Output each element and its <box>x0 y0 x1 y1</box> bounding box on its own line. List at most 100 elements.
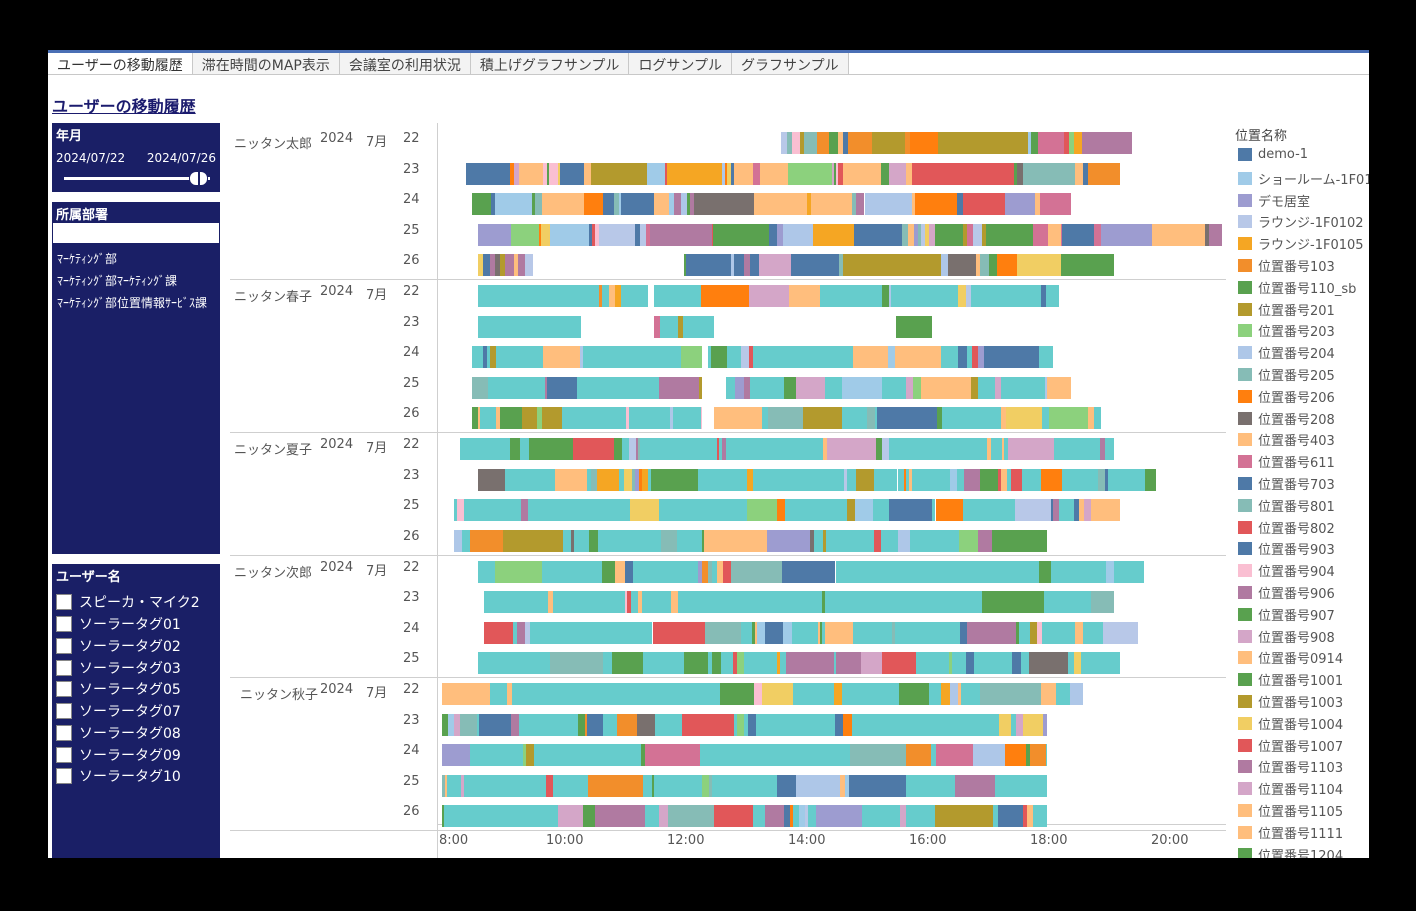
gantt-segment <box>562 591 570 613</box>
legend-item[interactable]: 位置番号908 <box>1238 627 1335 646</box>
gantt-segment <box>672 407 678 429</box>
date-slider-handle[interactable] <box>189 171 208 186</box>
tab-stacked-graph[interactable]: 積上げグラフサンプル <box>470 53 630 74</box>
legend-item[interactable]: 位置番号403 <box>1238 430 1335 449</box>
gantt-segment <box>668 805 715 827</box>
gantt-segment <box>939 683 942 705</box>
legend-item[interactable]: 位置番号203 <box>1238 321 1335 340</box>
gantt-segment <box>807 193 811 215</box>
checkbox[interactable] <box>56 660 72 676</box>
legend-item[interactable]: 位置番号0914 <box>1238 648 1343 667</box>
gantt-segment <box>615 560 621 583</box>
dept-item[interactable]: ﾏｰｹﾃｨﾝｸﾞ部 <box>57 252 118 266</box>
legend-item[interactable]: 位置番号1111 <box>1238 823 1343 842</box>
legend-item[interactable]: 位置番号907 <box>1238 605 1335 624</box>
gantt-segment <box>595 223 599 246</box>
user-label: ソーラータグ01 <box>79 617 181 633</box>
legend-item[interactable]: 位置番号802 <box>1238 518 1335 537</box>
dept-search-input[interactable] <box>53 223 219 243</box>
legend-item[interactable]: 位置番号703 <box>1238 474 1335 493</box>
legend-item[interactable]: 位置番号1105 <box>1238 801 1343 820</box>
legend-item[interactable]: 位置番号1003 <box>1238 692 1343 711</box>
legend-item[interactable]: 位置番号1204 <box>1238 845 1343 858</box>
user-checkbox-row[interactable]: ソーラータグ05 <box>56 679 181 699</box>
checkbox[interactable] <box>56 638 72 654</box>
legend-item[interactable]: 位置番号208 <box>1238 409 1335 428</box>
legend-item[interactable]: 位置番号204 <box>1238 343 1335 362</box>
gantt-segment <box>941 254 948 276</box>
user-checkbox-row[interactable]: ソーラータグ09 <box>56 745 181 765</box>
gantt-segment <box>684 254 686 276</box>
legend-swatch <box>1238 433 1252 447</box>
gantt-segment <box>1044 376 1047 399</box>
legend-item[interactable]: 位置番号110_sb <box>1238 278 1356 297</box>
legend-item[interactable]: demo-1 <box>1238 147 1308 162</box>
legend-item[interactable]: ラウンジ-1F0105 <box>1238 234 1364 253</box>
legend-label: 位置番号802 <box>1258 521 1335 537</box>
tab-stay-map[interactable]: 滞在時間のMAP表示 <box>192 53 340 74</box>
legend-item[interactable]: 位置番号906 <box>1238 583 1335 602</box>
legend-item[interactable]: 位置番号611 <box>1238 452 1335 471</box>
tab-log-sample[interactable]: ログサンプル <box>629 53 733 74</box>
gantt-segment <box>765 805 785 827</box>
legend-swatch <box>1238 237 1252 251</box>
gantt-segment <box>633 560 638 583</box>
gantt-segment <box>1007 774 1015 797</box>
tab-meeting-room[interactable]: 会議室の利用状況 <box>339 53 471 74</box>
legend-item[interactable]: 位置番号1004 <box>1238 714 1343 733</box>
legend-item[interactable]: 位置番号801 <box>1238 496 1335 515</box>
date-range-slider[interactable] <box>64 177 210 180</box>
gantt-segment <box>913 713 976 736</box>
legend-item[interactable]: 位置番号904 <box>1238 561 1335 580</box>
legend-item[interactable]: 位置番号903 <box>1238 539 1335 558</box>
checkbox[interactable] <box>56 747 72 763</box>
checkbox[interactable] <box>56 594 72 610</box>
legend-item[interactable]: 位置番号103 <box>1238 256 1335 275</box>
gantt-segment <box>833 652 836 674</box>
legend-label: ラウンジ-1F0102 <box>1258 216 1364 232</box>
legend-item[interactable]: ショールーム-1F010 <box>1238 169 1369 188</box>
gantt-segment <box>873 529 882 552</box>
gantt-segment <box>754 621 757 644</box>
gantt-segment <box>639 223 647 246</box>
legend-item[interactable]: 位置番号201 <box>1238 300 1335 319</box>
dept-item[interactable]: ﾏｰｹﾃｨﾝｸﾞ部位置情報ｻｰﾋﾞｽ課 <box>57 296 208 310</box>
checkbox[interactable] <box>56 725 72 741</box>
user-checkbox-row[interactable]: スピーカ・マイク2 <box>56 592 200 612</box>
dept-item[interactable]: ﾏｰｹﾃｨﾝｸﾞ部ﾏｰｹﾃｨﾝｸﾞ課 <box>57 274 178 288</box>
legend-item[interactable]: ラウンジ-1F0102 <box>1238 212 1364 231</box>
legend-item[interactable]: デモ居室 <box>1238 191 1310 210</box>
checkbox[interactable] <box>56 616 72 632</box>
gantt-segment <box>526 438 529 460</box>
legend-item[interactable]: 位置番号1103 <box>1238 757 1343 776</box>
user-checkbox-row[interactable]: ソーラータグ01 <box>56 614 181 634</box>
tab-user-history[interactable]: ユーザーの移動履歴 <box>48 53 193 74</box>
user-checkbox-row[interactable]: ソーラータグ10 <box>56 766 181 786</box>
gantt-segment <box>538 774 545 797</box>
gantt-segment <box>786 132 792 154</box>
row-day: 22 <box>403 131 420 146</box>
user-checkbox-row[interactable]: ソーラータグ03 <box>56 658 181 678</box>
gantt-segment <box>631 468 635 491</box>
user-checkbox-row[interactable]: ソーラータグ07 <box>56 701 181 721</box>
gantt-segment <box>756 621 765 644</box>
legend-item[interactable]: 位置番号206 <box>1238 387 1335 406</box>
gantt-segment <box>654 774 703 797</box>
gantt-segment <box>1075 621 1083 644</box>
gantt-segment <box>634 223 640 246</box>
gantt-segment <box>935 744 974 766</box>
legend-item[interactable]: 位置番号1001 <box>1238 670 1343 689</box>
legend-item[interactable]: 位置番号205 <box>1238 365 1335 384</box>
gantt-segment <box>784 805 790 827</box>
gantt-segment <box>1082 621 1104 644</box>
legend-item[interactable]: 位置番号1007 <box>1238 736 1343 755</box>
group-separator <box>230 554 1226 556</box>
legend-item[interactable]: 位置番号1104 <box>1238 779 1343 798</box>
user-checkbox-row[interactable]: ソーラータグ02 <box>56 636 181 656</box>
gantt-segment <box>891 376 906 399</box>
user-checkbox-row[interactable]: ソーラータグ08 <box>56 723 181 743</box>
checkbox[interactable] <box>56 768 72 784</box>
checkbox[interactable] <box>56 681 72 697</box>
checkbox[interactable] <box>56 703 72 719</box>
tab-graph-sample[interactable]: グラフサンプル <box>732 53 849 74</box>
